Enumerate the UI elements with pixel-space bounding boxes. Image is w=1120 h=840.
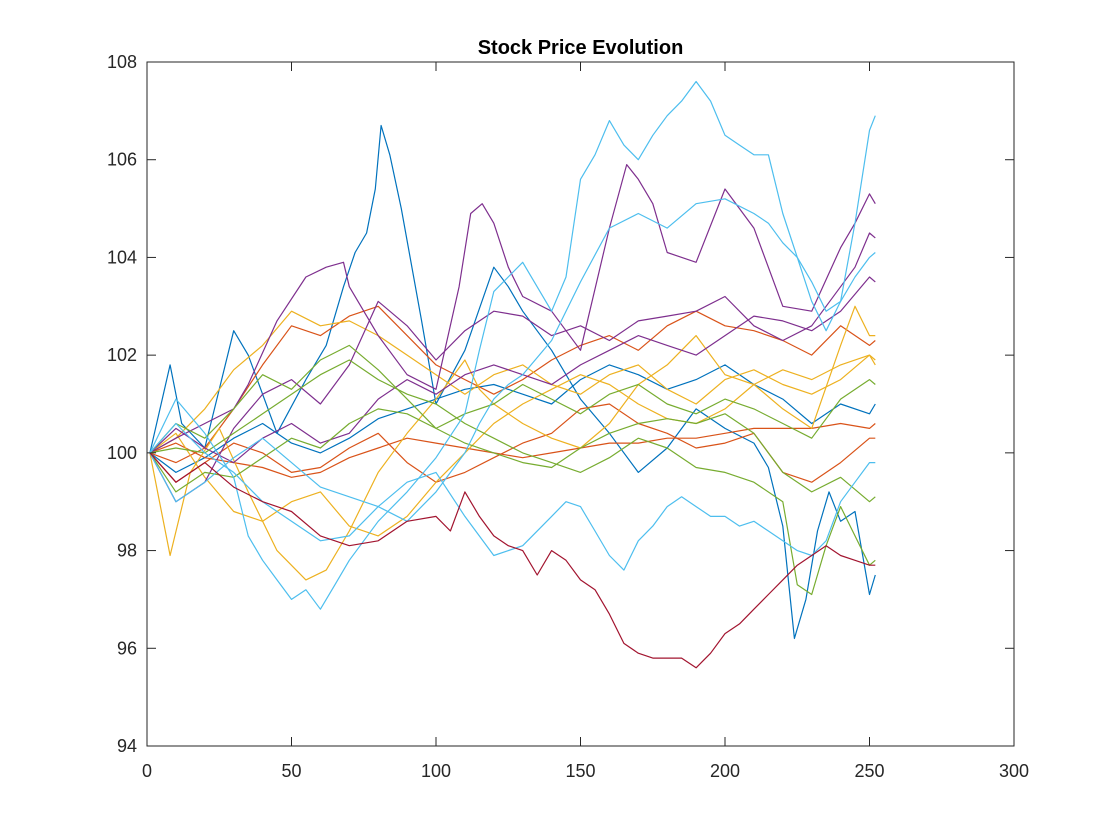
series-line-9 <box>149 164 876 454</box>
series-line-12 <box>149 359 876 596</box>
x-tick-label: 150 <box>565 761 595 781</box>
series-line-14 <box>149 408 876 503</box>
tick-layer: 0 50 100 150 200 250 300 94 96 98 100 102 104 106 108 <box>107 52 1029 781</box>
series-line-2 <box>149 364 876 473</box>
y-tick-label: 102 <box>107 345 137 365</box>
series-line-10 <box>149 232 876 503</box>
x-tick-label: 100 <box>421 761 451 781</box>
series-line-7 <box>149 354 876 537</box>
x-tick-label: 200 <box>710 761 740 781</box>
series-layer <box>149 80 876 669</box>
y-tick-label: 108 <box>107 52 137 72</box>
y-tick-label: 100 <box>107 443 137 463</box>
y-tick-label: 94 <box>117 736 137 756</box>
y-tick-label: 104 <box>107 247 137 267</box>
x-tick-label: 250 <box>854 761 884 781</box>
series-line-18 <box>149 452 876 669</box>
series-line-16 <box>149 198 876 522</box>
series-line-1 <box>149 124 876 640</box>
series-line-15 <box>149 80 876 610</box>
y-tick-label: 106 <box>107 150 137 170</box>
series-line-13 <box>149 344 876 454</box>
plot-area <box>147 62 1014 746</box>
series-line-8 <box>149 310 876 454</box>
series-line-4 <box>149 422 876 478</box>
x-tick-label: 300 <box>999 761 1029 781</box>
series-line-17 <box>149 422 876 571</box>
chart-title: Stock Price Evolution <box>478 37 684 59</box>
x-tick-label: 50 <box>281 761 301 781</box>
y-tick-label: 96 <box>117 638 137 658</box>
x-tick-label: 0 <box>142 761 152 781</box>
y-tick-label: 98 <box>117 541 137 561</box>
series-line-3 <box>149 305 876 464</box>
